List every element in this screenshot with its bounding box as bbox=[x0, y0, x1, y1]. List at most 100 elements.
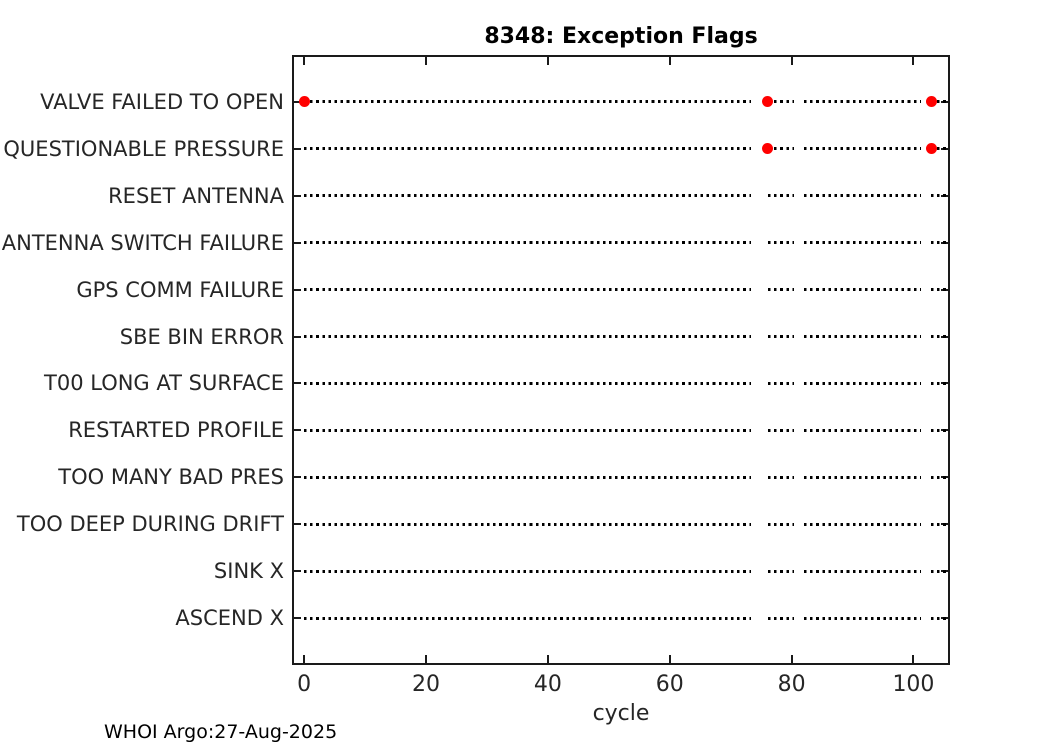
dotted-baseline bbox=[768, 194, 795, 198]
dotted-baseline bbox=[914, 616, 922, 620]
dotted-baseline bbox=[304, 616, 752, 620]
dotted-baseline bbox=[931, 194, 947, 198]
dotted-baseline bbox=[914, 381, 922, 385]
dotted-baseline bbox=[914, 569, 922, 573]
dotted-baseline bbox=[304, 381, 752, 385]
plot-area bbox=[292, 55, 950, 665]
chart-title: 8348: Exception Flags bbox=[484, 24, 758, 49]
y-tick bbox=[292, 241, 301, 244]
y-tick bbox=[292, 335, 301, 338]
x-tick bbox=[790, 57, 793, 65]
y-tick-label: TOO DEEP DURING DRIFT bbox=[16, 512, 284, 537]
x-tick-label: 100 bbox=[892, 672, 935, 697]
dotted-baseline bbox=[768, 428, 795, 432]
dotted-baseline bbox=[914, 147, 922, 151]
dotted-baseline bbox=[803, 616, 911, 620]
dotted-baseline bbox=[768, 241, 795, 245]
y-tick-label: T00 LONG AT SURFACE bbox=[44, 371, 284, 396]
dotted-baseline bbox=[931, 381, 947, 385]
flag-marker bbox=[298, 96, 310, 108]
x-tick-label: 80 bbox=[777, 672, 806, 697]
y-tick-label: ASCEND X bbox=[175, 606, 284, 631]
dotted-baseline bbox=[803, 147, 911, 151]
x-tick bbox=[546, 57, 549, 65]
y-tick-label: GPS COMM FAILURE bbox=[76, 277, 284, 302]
flag-marker bbox=[926, 96, 938, 108]
flag-marker bbox=[761, 143, 773, 155]
dotted-baseline bbox=[304, 475, 752, 479]
y-tick bbox=[292, 147, 301, 150]
dotted-baseline bbox=[803, 428, 911, 432]
dotted-baseline bbox=[768, 381, 795, 385]
y-tick-label: SBE BIN ERROR bbox=[119, 324, 284, 349]
dotted-baseline bbox=[931, 100, 947, 104]
dotted-baseline bbox=[304, 194, 752, 198]
dotted-baseline bbox=[914, 428, 922, 432]
dotted-baseline bbox=[304, 100, 752, 104]
dotted-baseline bbox=[931, 428, 947, 432]
dotted-baseline bbox=[768, 616, 795, 620]
dotted-baseline bbox=[914, 475, 922, 479]
dotted-baseline bbox=[768, 522, 795, 526]
footer-annotation: WHOI Argo:27-Aug-2025 bbox=[104, 721, 338, 743]
dotted-baseline bbox=[931, 569, 947, 573]
dotted-baseline bbox=[304, 288, 752, 292]
y-tick bbox=[292, 570, 301, 573]
dotted-baseline bbox=[803, 288, 911, 292]
dotted-baseline bbox=[803, 194, 911, 198]
y-tick-label: ANTENNA SWITCH FAILURE bbox=[1, 230, 284, 255]
dotted-baseline bbox=[304, 522, 752, 526]
y-tick bbox=[292, 429, 301, 432]
x-tick-label: 40 bbox=[533, 672, 562, 697]
x-tick bbox=[303, 57, 306, 65]
dotted-baseline bbox=[803, 335, 911, 339]
dotted-baseline bbox=[304, 335, 752, 339]
dotted-baseline bbox=[768, 475, 795, 479]
dotted-baseline bbox=[304, 569, 752, 573]
x-tick-label: 20 bbox=[412, 672, 441, 697]
dotted-baseline bbox=[803, 241, 911, 245]
x-tick bbox=[425, 655, 428, 663]
dotted-baseline bbox=[768, 335, 795, 339]
dotted-baseline bbox=[931, 288, 947, 292]
dotted-baseline bbox=[803, 475, 911, 479]
dotted-baseline bbox=[931, 147, 947, 151]
y-tick-label: RESTARTED PROFILE bbox=[68, 418, 284, 443]
dotted-baseline bbox=[768, 288, 795, 292]
dotted-baseline bbox=[914, 288, 922, 292]
y-tick-label: QUESTIONABLE PRESSURE bbox=[3, 136, 284, 161]
dotted-baseline bbox=[304, 147, 752, 151]
dotted-baseline bbox=[803, 381, 911, 385]
y-tick bbox=[292, 288, 301, 291]
dotted-baseline bbox=[914, 241, 922, 245]
flag-marker bbox=[926, 143, 938, 155]
x-tick bbox=[668, 57, 671, 65]
y-tick-label: VALVE FAILED TO OPEN bbox=[40, 89, 284, 114]
x-tick-label: 0 bbox=[297, 672, 312, 697]
x-axis-label: cycle bbox=[592, 701, 650, 726]
y-tick-label: TOO MANY BAD PRES bbox=[58, 465, 284, 490]
x-tick bbox=[912, 655, 915, 663]
dotted-baseline bbox=[803, 100, 911, 104]
y-tick-label: RESET ANTENNA bbox=[108, 183, 284, 208]
dotted-baseline bbox=[931, 475, 947, 479]
y-tick bbox=[292, 194, 301, 197]
dotted-baseline bbox=[931, 616, 947, 620]
dotted-baseline bbox=[304, 428, 752, 432]
flag-marker bbox=[761, 96, 773, 108]
y-tick bbox=[292, 476, 301, 479]
x-tick bbox=[303, 655, 306, 663]
dotted-baseline bbox=[931, 335, 947, 339]
dotted-baseline bbox=[803, 569, 911, 573]
dotted-baseline bbox=[803, 522, 911, 526]
y-tick bbox=[292, 382, 301, 385]
y-tick bbox=[292, 100, 301, 103]
dotted-baseline bbox=[768, 100, 795, 104]
x-tick bbox=[912, 57, 915, 65]
dotted-baseline bbox=[914, 194, 922, 198]
x-tick bbox=[790, 655, 793, 663]
dotted-baseline bbox=[768, 569, 795, 573]
y-tick bbox=[292, 523, 301, 526]
